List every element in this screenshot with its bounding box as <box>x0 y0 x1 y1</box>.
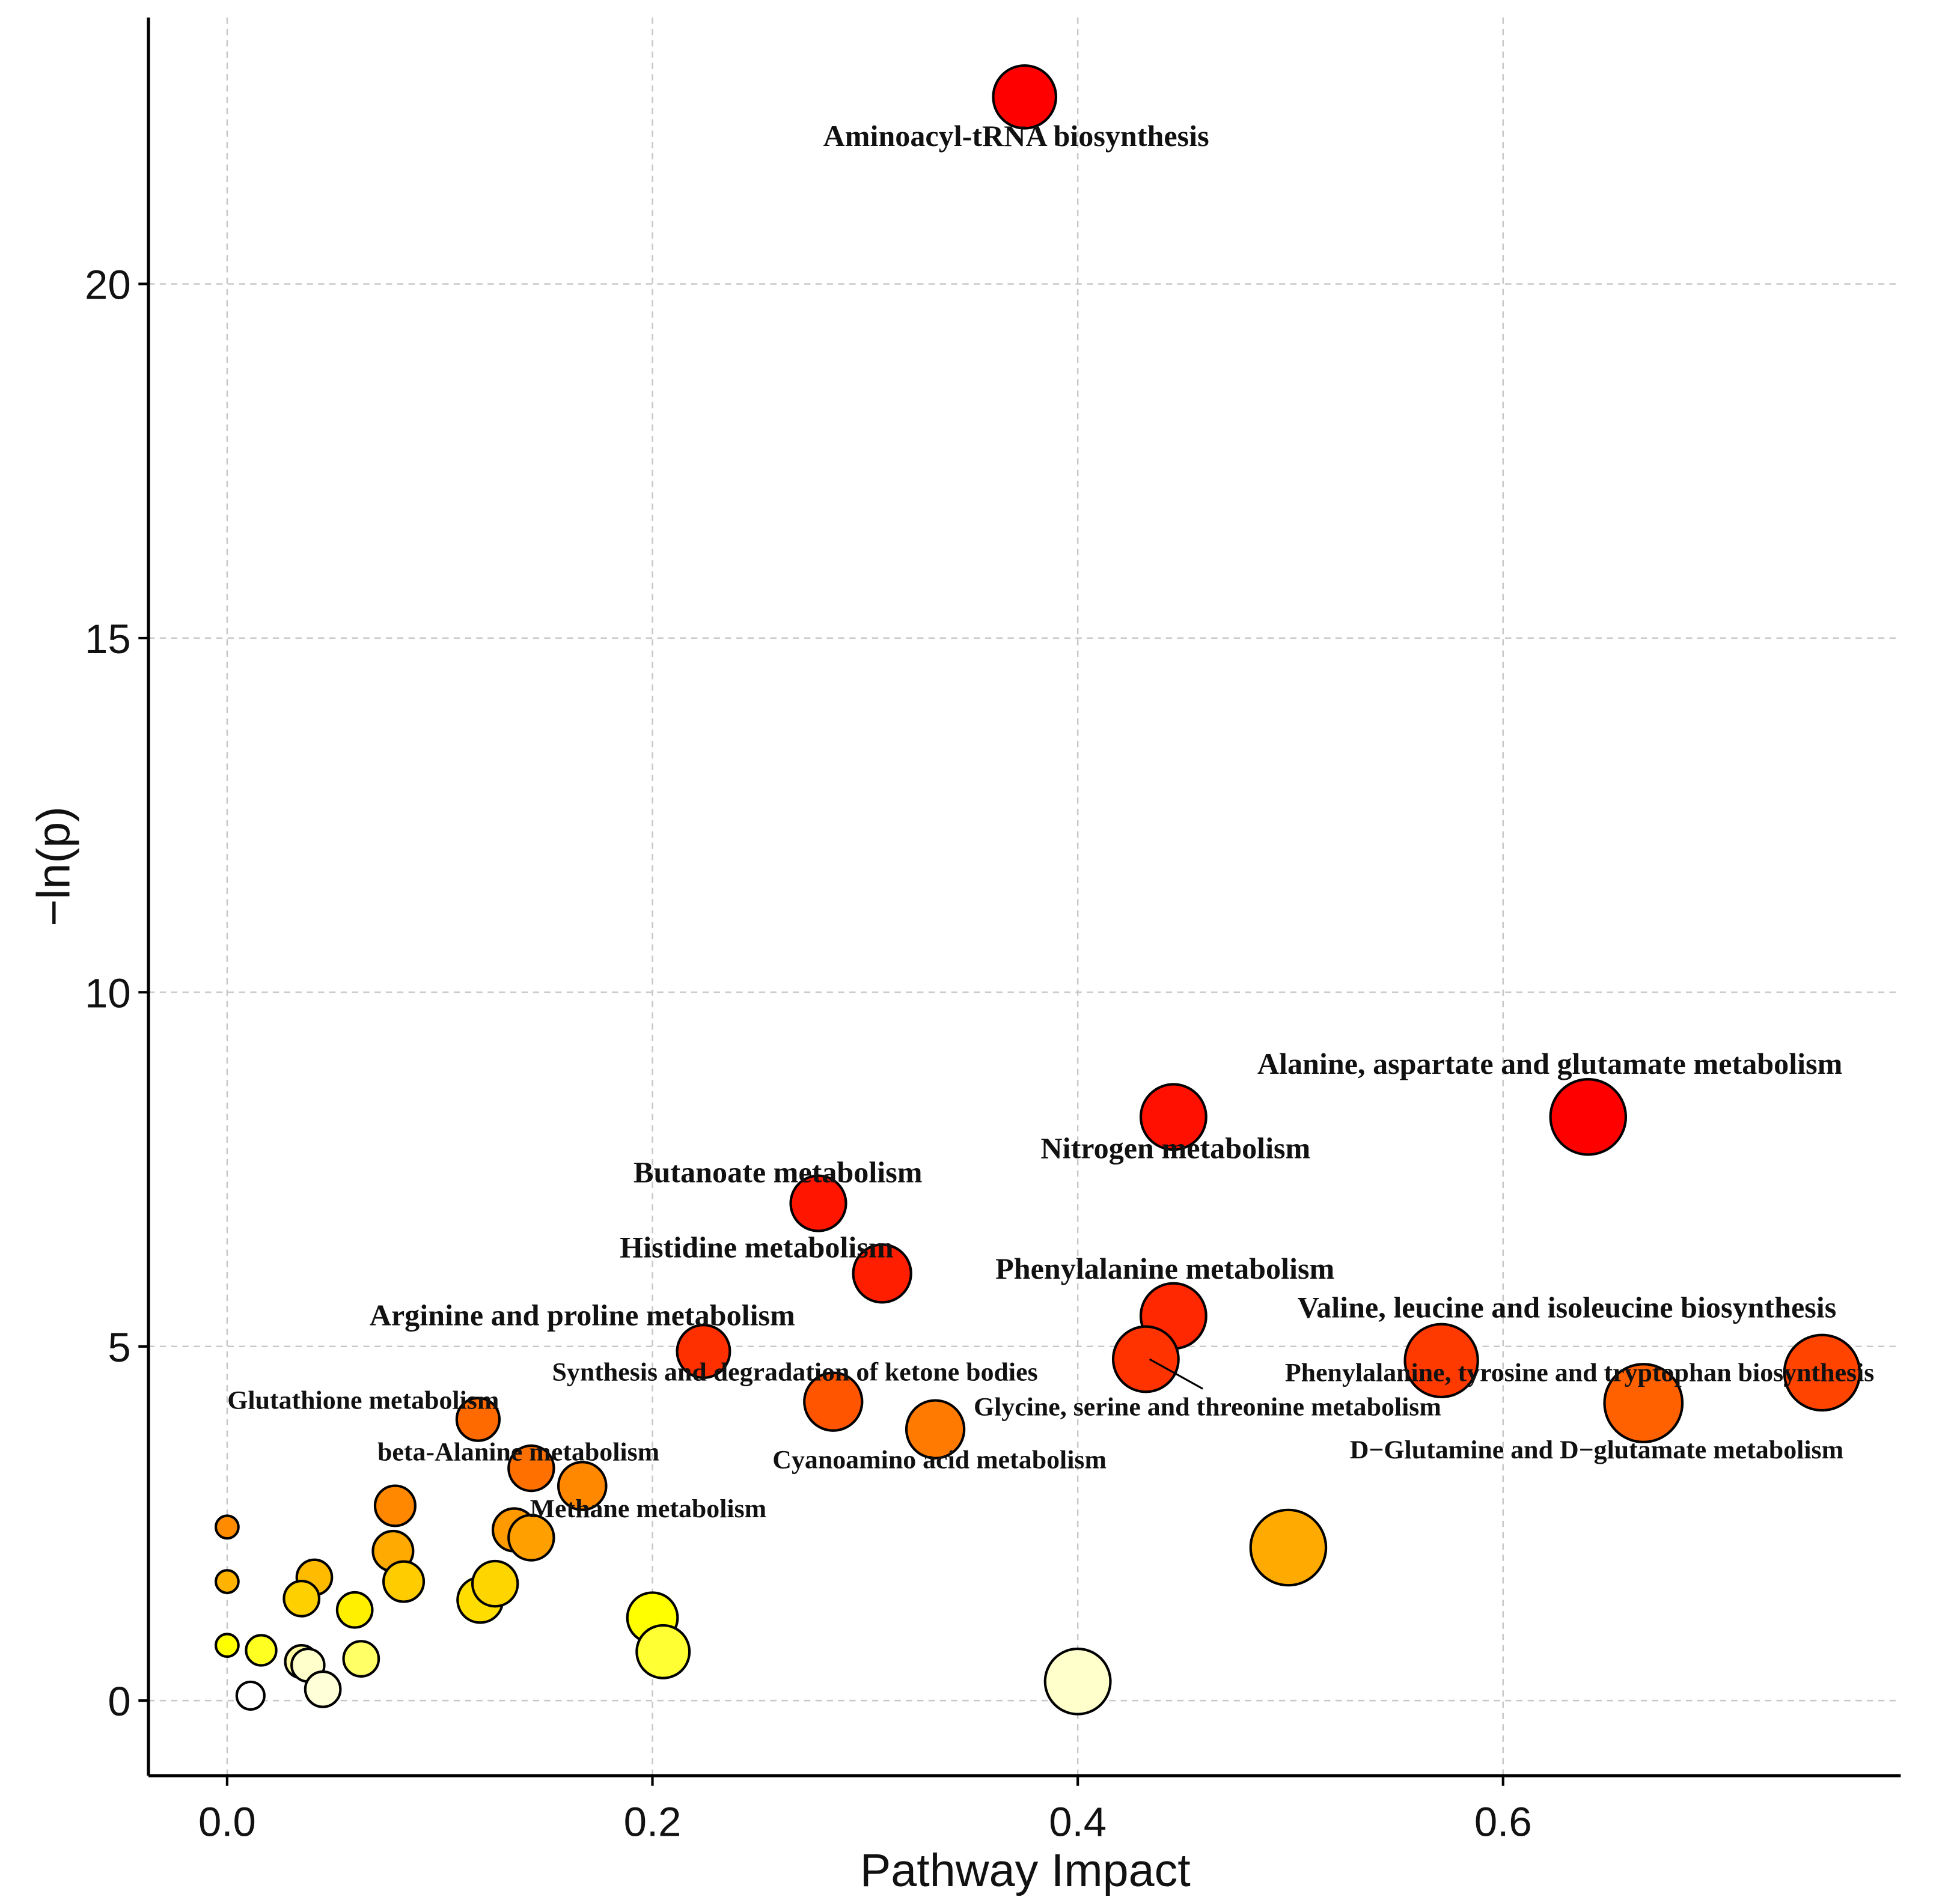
data-points <box>215 64 1861 1716</box>
pathway-point <box>215 1514 240 1540</box>
pathway-point <box>1111 1325 1180 1393</box>
pathway-point <box>852 1243 912 1304</box>
y-tick-label: 15 <box>85 616 131 662</box>
pathway-point <box>342 1640 380 1678</box>
pathway-point <box>905 1399 966 1460</box>
pathway-point <box>1549 1078 1628 1156</box>
pathway-labels: Aminoacyl-tRNA biosynthesis Alanine, aspa… <box>227 119 1874 1523</box>
x-tick-label: 0.6 <box>1474 1798 1532 1845</box>
pathway-point <box>335 1591 374 1629</box>
x-tick-label: 0.4 <box>1049 1798 1107 1845</box>
pathway-label: Methane metabolism <box>530 1494 767 1523</box>
pathway-label: Arginine and proline metabolism <box>370 1299 795 1332</box>
pathway-label: beta-Alanine metabolism <box>377 1438 659 1467</box>
pathway-point <box>507 1444 555 1493</box>
pathway-label: Aminoacyl-tRNA biosynthesis <box>823 119 1209 153</box>
pathway-point <box>789 1174 847 1232</box>
grid-lines <box>148 17 1901 1776</box>
pathway-point <box>215 1569 240 1595</box>
x-tick-label: 0.0 <box>198 1798 256 1845</box>
pathway-label: Glutathione metabolism <box>227 1386 499 1415</box>
pathway-label: Phenylalanine, tyrosine and tryptophan b… <box>1285 1359 1875 1387</box>
x-axis-label: Pathway Impact <box>860 1845 1191 1896</box>
pathway-point <box>282 1580 321 1618</box>
y-tick-label: 10 <box>85 970 131 1016</box>
pathway-point <box>235 1680 266 1711</box>
pathway-point <box>557 1461 608 1511</box>
pathway-point <box>304 1670 342 1708</box>
pathway-point <box>676 1324 731 1379</box>
pathway-point <box>1249 1508 1328 1587</box>
pathway-label: Phenylalanine metabolism <box>995 1252 1334 1285</box>
pathway-point <box>803 1371 864 1432</box>
y-tick-label: 20 <box>85 262 131 308</box>
pathway-label: Butanoate metabolism <box>633 1155 923 1189</box>
pathway-label: D−Glutamine and D−glutamate metabolism <box>1350 1436 1843 1464</box>
pathway-label: Synthesis and degradation of ketone bodi… <box>552 1358 1037 1387</box>
pathway-point <box>245 1634 278 1667</box>
pathway-label: Histidine metabolism <box>620 1230 893 1264</box>
y-tick-label: 5 <box>108 1324 130 1371</box>
y-axis-label: −ln(p) <box>28 806 79 927</box>
pathway-label: Nitrogen metabolism <box>1040 1131 1310 1165</box>
pathway-point <box>1403 1323 1479 1399</box>
pathway-point <box>992 64 1058 130</box>
pathway-point <box>382 1560 426 1603</box>
pathway-point <box>471 1559 519 1608</box>
label-leader-line <box>1149 1358 1203 1390</box>
pathway-point <box>215 1633 240 1658</box>
pathway-point <box>1783 1333 1861 1412</box>
y-tick-label: 0 <box>108 1678 130 1725</box>
pathway-point <box>1603 1363 1684 1443</box>
x-tick-label: 0.2 <box>624 1798 682 1845</box>
pathway-point <box>635 1624 691 1679</box>
pathway-point <box>1139 1083 1207 1151</box>
pathway-point <box>455 1396 501 1442</box>
pathway-label: Cyanoamino acid metabolism <box>772 1446 1107 1475</box>
pathway-label: Alanine, aspartate and glutamate metabol… <box>1257 1047 1843 1080</box>
pathway-label: Valine, leucine and isoleucine biosynthe… <box>1298 1291 1837 1324</box>
pathway-point <box>1043 1647 1112 1716</box>
pathway-point <box>507 1514 555 1562</box>
axis-ticks: 0.0 0.2 0.4 0.6 0 5 10 15 20 <box>85 262 1532 1845</box>
pathway-label: Glycine, serine and threonine metabolism <box>974 1392 1441 1421</box>
pathway-point <box>373 1484 417 1527</box>
